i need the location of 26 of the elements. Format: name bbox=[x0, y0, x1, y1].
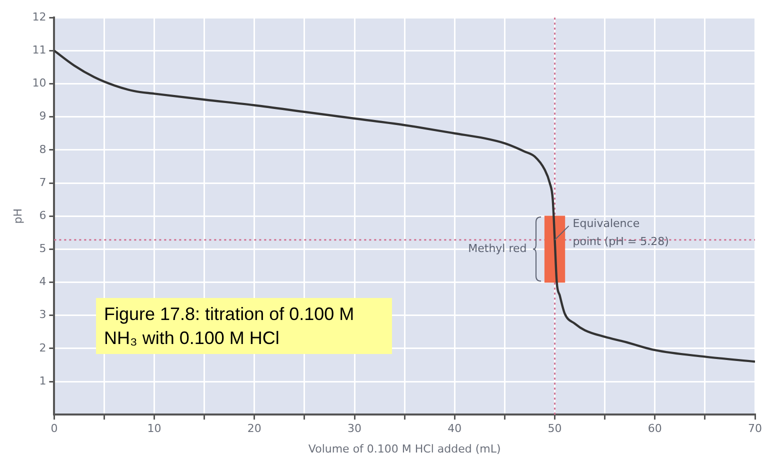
y-tick-label: 12 bbox=[32, 10, 46, 24]
y-tick-label: 7 bbox=[39, 176, 46, 189]
annotation: Figure 17.8: titration of 0.100 M NH₃ with 0.100 M HCl bbox=[96, 298, 392, 354]
y-tick-label: 6 bbox=[39, 208, 46, 222]
annotation: Equivalence point (pH = 5.28) bbox=[572, 216, 669, 248]
x-tick-label: 30 bbox=[348, 422, 362, 436]
y-tick-label: 3 bbox=[39, 308, 46, 322]
y-tick-label: 4 bbox=[39, 275, 46, 288]
y-tick-label: 2 bbox=[39, 341, 46, 354]
y-tick-label: 5 bbox=[39, 242, 46, 256]
x-tick-label: 70 bbox=[748, 422, 762, 436]
y-tick-label: 8 bbox=[39, 142, 46, 156]
x-tick-label: 50 bbox=[548, 422, 562, 436]
line-series bbox=[54, 50, 755, 363]
x-tick-label: 40 bbox=[448, 422, 462, 436]
x-tick-label: 10 bbox=[147, 422, 162, 436]
x-tick-label: 20 bbox=[247, 422, 262, 436]
x-axis-title: Volume of 0.100 M HCl added (mL) bbox=[308, 442, 501, 456]
y-axis-title: pH bbox=[11, 208, 24, 224]
x-tick-label: 60 bbox=[648, 422, 662, 436]
y-tick-label: 11 bbox=[32, 44, 46, 57]
y-tick-label: 10 bbox=[32, 76, 46, 90]
series-label: Methyl red bbox=[468, 242, 527, 256]
y-tick-label: 1 bbox=[39, 374, 46, 388]
x-tick-label: 0 bbox=[50, 422, 58, 436]
y-tick-label: 9 bbox=[39, 110, 46, 123]
